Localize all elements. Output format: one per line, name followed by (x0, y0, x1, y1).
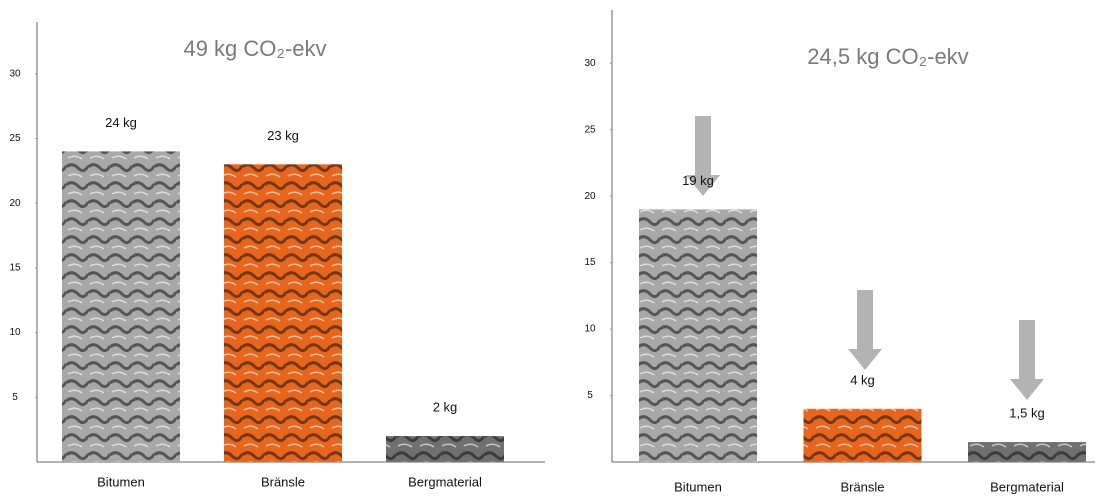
x-tick-label: Bränsle (840, 479, 884, 494)
x-tick-label: Bitumen (674, 479, 722, 494)
bar (804, 409, 922, 462)
arrow (1010, 320, 1044, 400)
value-label: 24 kg (105, 115, 137, 130)
bar (639, 209, 757, 462)
chart-title: 49 kg CO₂-ekv (183, 36, 326, 61)
y-tick-label: 30 (584, 58, 596, 69)
value-label: 4 kg (850, 372, 875, 387)
x-tick-label: Bränsle (261, 474, 305, 489)
y-tick-label: 30 (9, 68, 21, 79)
chart-title: 24,5 kg CO₂-ekv (807, 44, 968, 69)
y-tick-label: 10 (9, 327, 21, 338)
y-tick-label: 25 (9, 133, 21, 144)
y-tick-label: 20 (584, 191, 596, 202)
value-label: 1,5 kg (1009, 405, 1044, 420)
x-tick-label: Bergmaterial (990, 479, 1064, 494)
value-label: 19 kg (682, 173, 714, 188)
y-tick-label: 5 (587, 390, 593, 401)
y-tick-label: 15 (9, 263, 21, 274)
bar (386, 436, 504, 462)
bar (62, 151, 180, 462)
y-tick-label: 20 (9, 198, 21, 209)
y-tick-label: 15 (584, 257, 596, 268)
value-label: 2 kg (433, 400, 458, 415)
arrow (848, 290, 882, 370)
x-tick-label: Bergmaterial (408, 474, 482, 489)
value-label: 23 kg (267, 128, 299, 143)
y-tick-label: 25 (584, 124, 596, 135)
chart: 49 kg CO₂-ekv 24,5 kg CO₂-ekv 5 10 15 20 25 3… (0, 0, 1102, 501)
x-tick-label: Bitumen (97, 474, 145, 489)
y-tick-label: 5 (12, 392, 18, 403)
bar (968, 442, 1086, 462)
y-tick-label: 10 (584, 324, 596, 335)
bar (224, 164, 342, 462)
